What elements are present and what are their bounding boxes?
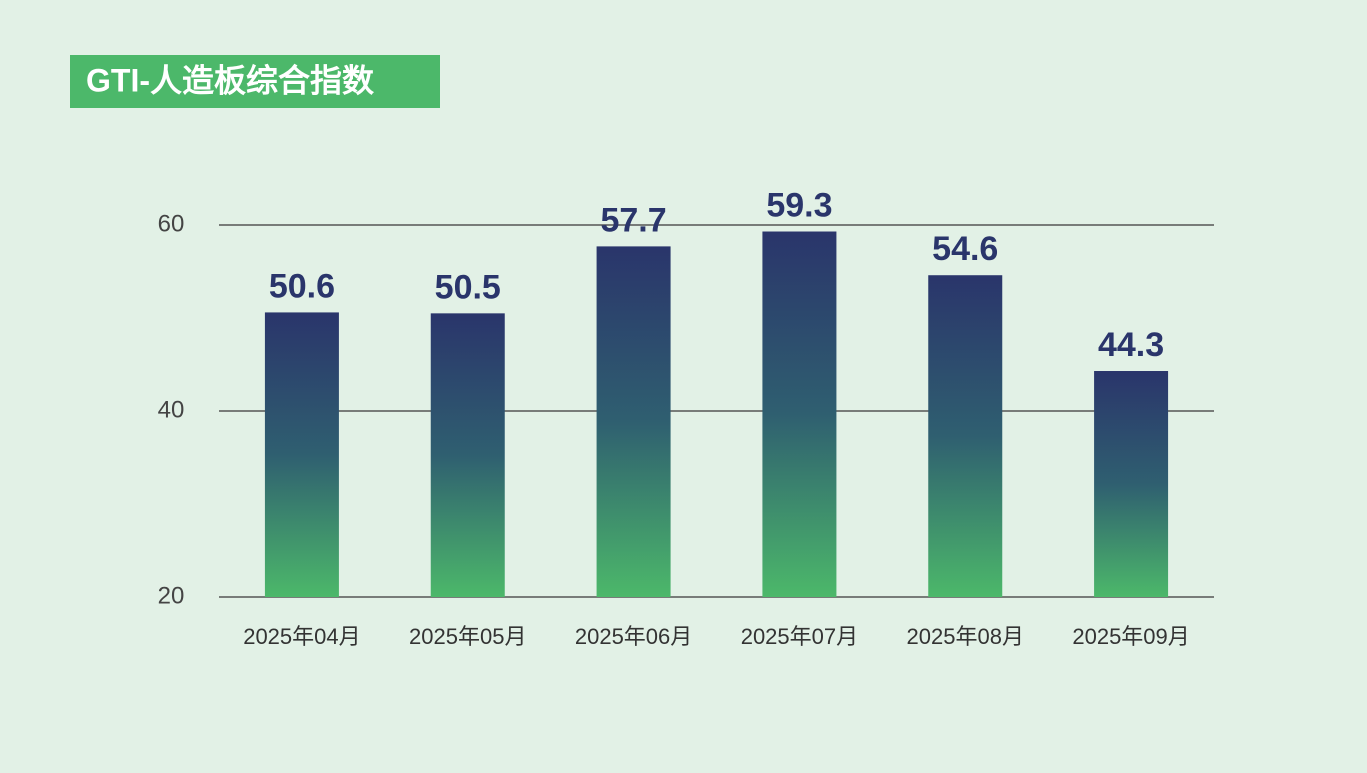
value-label: 44.3 xyxy=(1098,326,1164,364)
bar xyxy=(430,313,505,597)
bar xyxy=(596,246,671,597)
bar xyxy=(928,275,1003,597)
x-tick-label: 2025年08月 xyxy=(907,624,1024,649)
x-tick-label: 2025年05月 xyxy=(409,624,526,649)
value-label: 50.5 xyxy=(435,268,501,306)
bar xyxy=(762,231,837,597)
x-tick-label: 2025年06月 xyxy=(575,624,692,649)
y-tick-label: 60 xyxy=(158,210,185,237)
title-box xyxy=(70,55,440,108)
chart-title: GTI-人造板综合指数 xyxy=(86,62,375,98)
x-tick-label: 2025年04月 xyxy=(243,624,360,649)
value-label: 57.7 xyxy=(600,201,666,239)
value-label: 59.3 xyxy=(766,186,832,224)
bar xyxy=(1094,371,1169,597)
bar xyxy=(264,312,339,597)
x-tick-label: 2025年07月 xyxy=(741,624,858,649)
value-label: 54.6 xyxy=(932,230,998,268)
x-tick-label: 2025年09月 xyxy=(1072,624,1189,649)
value-label: 50.6 xyxy=(269,267,335,305)
y-tick-label: 40 xyxy=(158,396,185,423)
y-tick-label: 20 xyxy=(158,582,185,609)
